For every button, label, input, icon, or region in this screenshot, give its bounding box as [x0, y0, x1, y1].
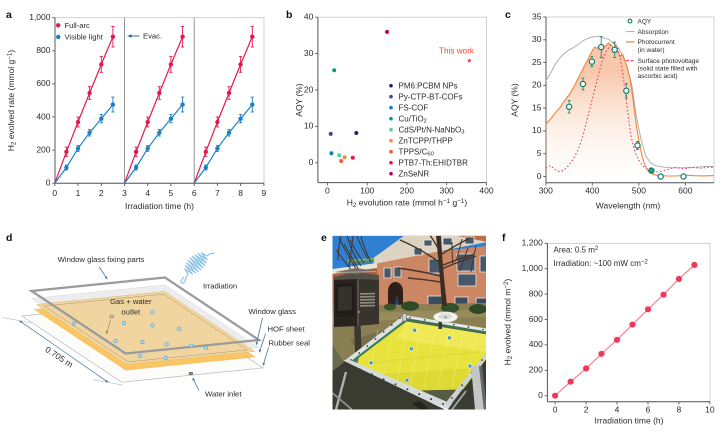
svg-text:PTB7-Th:EHIDTBR: PTB7-Th:EHIDTBR: [399, 158, 469, 167]
svg-text:6: 6: [192, 188, 197, 198]
svg-text:ascorbic acid): ascorbic acid): [638, 73, 678, 80]
svg-text:FS-COF: FS-COF: [399, 103, 429, 112]
svg-text:300: 300: [539, 186, 553, 196]
svg-text:2: 2: [99, 188, 104, 198]
svg-text:Irradiation time (h): Irradiation time (h): [595, 416, 664, 426]
svg-text:H2 evolved (mmol m−2): H2 evolved (mmol m−2): [503, 278, 515, 365]
svg-text:Photocurrent: Photocurrent: [638, 39, 675, 46]
svg-text:Visible light: Visible light: [65, 33, 104, 42]
svg-text:35: 35: [532, 11, 542, 21]
svg-text:Water inlet: Water inlet: [205, 390, 242, 399]
svg-text:Py-CTP-BT-COFs: Py-CTP-BT-COFs: [399, 92, 463, 101]
svg-text:20: 20: [304, 84, 314, 94]
svg-text:8: 8: [238, 188, 243, 198]
svg-text:600: 600: [36, 78, 50, 88]
svg-text:Cu/TiO2: Cu/TiO2: [399, 114, 427, 124]
svg-text:outlet: outlet: [121, 308, 141, 317]
svg-text:PM6:PCBM NPs: PM6:PCBM NPs: [399, 81, 458, 90]
svg-text:15: 15: [532, 102, 542, 112]
svg-text:e: e: [321, 232, 327, 244]
svg-text:0: 0: [537, 171, 542, 181]
svg-text:4: 4: [615, 405, 620, 415]
svg-text:Window glass fixing parts: Window glass fixing parts: [58, 255, 145, 264]
svg-text:400: 400: [585, 186, 599, 196]
svg-text:HOF sheet: HOF sheet: [268, 325, 306, 334]
svg-text:7: 7: [215, 188, 220, 198]
svg-text:Gas + water: Gas + water: [110, 297, 152, 306]
svg-text:b: b: [286, 9, 292, 21]
svg-text:Wavelength (nm): Wavelength (nm): [596, 201, 661, 211]
svg-text:400: 400: [36, 111, 50, 121]
svg-text:4: 4: [145, 188, 150, 198]
svg-text:30: 30: [304, 48, 314, 58]
svg-text:9: 9: [262, 188, 267, 198]
svg-text:400: 400: [529, 339, 543, 349]
svg-text:10: 10: [304, 121, 314, 131]
svg-text:(solid state filled with: (solid state filled with: [638, 66, 698, 73]
svg-text:800: 800: [529, 288, 543, 298]
svg-text:5: 5: [169, 188, 174, 198]
svg-text:25: 25: [532, 57, 542, 67]
svg-text:ZnTCPP/THPP: ZnTCPP/THPP: [399, 136, 453, 145]
svg-text:200: 200: [529, 365, 543, 375]
svg-text:3: 3: [122, 188, 127, 198]
svg-text:Surface photovoltage: Surface photovoltage: [638, 58, 700, 65]
svg-text:Irradiation: ~100 mW cm−2: Irradiation: ~100 mW cm−2: [554, 259, 649, 269]
svg-text:AQY (%): AQY (%): [510, 83, 520, 117]
svg-text:0: 0: [538, 390, 543, 400]
svg-text:Evac.: Evac.: [143, 32, 162, 41]
svg-text:8: 8: [677, 405, 682, 415]
svg-text:H2 evolved rate (mmol g−1): H2 evolved rate (mmol g−1): [6, 50, 18, 152]
svg-text:2: 2: [584, 405, 589, 415]
svg-text:20: 20: [532, 80, 542, 90]
svg-text:c: c: [505, 9, 511, 21]
svg-text:500: 500: [632, 186, 646, 196]
svg-text:0: 0: [52, 188, 57, 198]
svg-text:600: 600: [529, 314, 543, 324]
svg-text:Window glass: Window glass: [249, 307, 297, 316]
svg-text:(in water): (in water): [638, 47, 665, 54]
svg-text:Area: 0.5 m2: Area: 0.5 m2: [554, 245, 599, 255]
svg-text:1,000: 1,000: [522, 263, 544, 273]
svg-text:40: 40: [304, 12, 314, 22]
svg-text:d: d: [6, 232, 12, 244]
svg-text:6: 6: [646, 405, 651, 415]
svg-text:ZnSeNR: ZnSeNR: [399, 169, 430, 178]
svg-text:a: a: [6, 9, 12, 21]
svg-text:0: 0: [46, 178, 51, 188]
svg-text:TPPS/C60: TPPS/C60: [399, 147, 434, 157]
svg-text:100: 100: [360, 186, 374, 196]
svg-text:Irradiation: Irradiation: [203, 281, 237, 290]
svg-text:1,000: 1,000: [29, 12, 51, 22]
svg-text:AQY: AQY: [638, 18, 652, 25]
svg-text:This work: This work: [439, 47, 475, 56]
svg-text:300: 300: [440, 186, 454, 196]
svg-text:0: 0: [309, 157, 314, 167]
svg-text:Full-arc: Full-arc: [65, 21, 91, 30]
svg-text:600: 600: [678, 186, 692, 196]
svg-text:800: 800: [36, 45, 50, 55]
svg-text:1: 1: [76, 188, 81, 198]
svg-text:Absorption: Absorption: [638, 29, 669, 36]
svg-text:Rubber seal: Rubber seal: [269, 338, 311, 347]
svg-text:AQY (%): AQY (%): [294, 83, 304, 117]
svg-text:10: 10: [705, 405, 715, 415]
svg-text:f: f: [502, 232, 506, 244]
svg-text:30: 30: [532, 34, 542, 44]
svg-text:200: 200: [400, 186, 414, 196]
svg-text:400: 400: [479, 186, 493, 196]
svg-text:H2 evolution rate (mmol h−1 g−: H2 evolution rate (mmol h−1 g−1): [347, 198, 468, 210]
svg-text:0: 0: [325, 186, 330, 196]
svg-text:0: 0: [553, 405, 558, 415]
svg-text:CdS/Pt/N-NaNbO3: CdS/Pt/N-NaNbO3: [399, 125, 465, 135]
svg-text:1,200: 1,200: [522, 238, 544, 248]
svg-text:Irradiation time (h): Irradiation time (h): [125, 201, 194, 211]
svg-text:5: 5: [537, 148, 542, 158]
svg-text:10: 10: [532, 125, 542, 135]
svg-text:200: 200: [36, 144, 50, 154]
